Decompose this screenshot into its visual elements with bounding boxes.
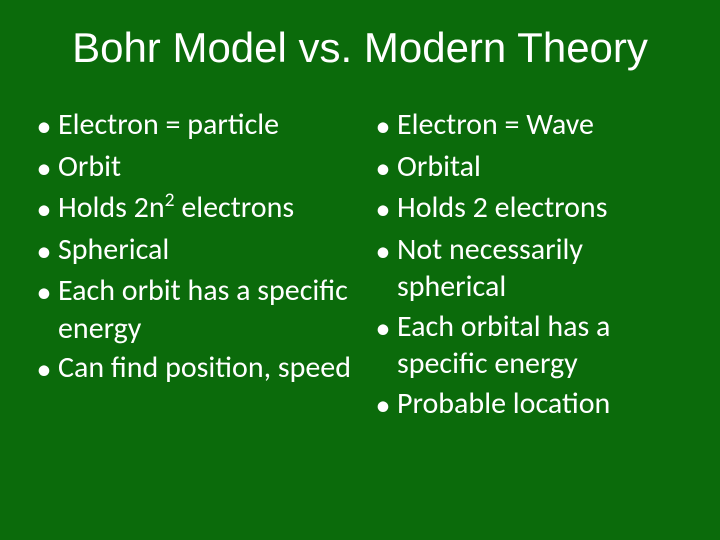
modern-list: • Electron = Wave • Orbital • Holds 2 el… [369, 106, 690, 424]
list-item-text: Holds 2 electrons [397, 189, 690, 227]
list-item: • Holds 2n2 electrons [30, 189, 351, 229]
bullet-icon: • [369, 189, 397, 229]
list-item: • Electron = particle [30, 106, 351, 146]
list-item: • Spherical [30, 231, 351, 271]
two-column-layout: • Electron = particle • Orbit • Holds 2n… [30, 106, 690, 426]
list-item-text: Probable location [397, 385, 690, 423]
list-item: • Not necessarily spherical [369, 231, 690, 306]
list-item-text: Holds 2n2 electrons [58, 189, 351, 227]
bullet-icon: • [369, 231, 397, 271]
list-item-text: Spherical [58, 231, 351, 269]
list-item: • Can find position, speed [30, 349, 351, 389]
list-item: • Electron = Wave [369, 106, 690, 146]
list-item: • Each orbit has a specific energy [30, 272, 351, 347]
bohr-list: • Electron = particle • Orbit • Holds 2n… [30, 106, 351, 389]
bullet-icon: • [369, 148, 397, 188]
bullet-icon: • [369, 308, 397, 348]
list-item-text: Electron = particle [58, 106, 351, 144]
list-item-text: Orbital [397, 148, 690, 186]
list-item-text: Each orbit has a specific energy [58, 272, 351, 347]
bullet-icon: • [30, 189, 58, 229]
list-item: • Orbit [30, 148, 351, 188]
list-item: • Probable location [369, 385, 690, 425]
bullet-icon: • [30, 106, 58, 146]
bullet-icon: • [30, 231, 58, 271]
list-item-text: Orbit [58, 148, 351, 186]
bullet-icon: • [30, 349, 58, 389]
list-item-text: Each orbital has a specific energy [397, 308, 690, 383]
right-column: • Electron = Wave • Orbital • Holds 2 el… [369, 106, 690, 426]
slide-title: Bohr Model vs. Modern Theory [30, 24, 690, 72]
list-item-text: Electron = Wave [397, 106, 690, 144]
list-item: • Each orbital has a specific energy [369, 308, 690, 383]
bullet-icon: • [369, 106, 397, 146]
bullet-icon: • [369, 385, 397, 425]
list-item: • Orbital [369, 148, 690, 188]
list-item: • Holds 2 electrons [369, 189, 690, 229]
left-column: • Electron = particle • Orbit • Holds 2n… [30, 106, 351, 426]
bullet-icon: • [30, 272, 58, 312]
bullet-icon: • [30, 148, 58, 188]
list-item-text: Not necessarily spherical [397, 231, 690, 306]
list-item-text: Can find position, speed [58, 349, 351, 387]
